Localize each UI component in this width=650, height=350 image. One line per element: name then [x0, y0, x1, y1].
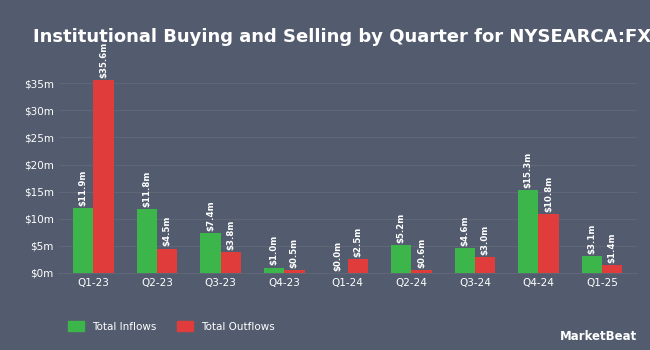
Bar — [475, 257, 495, 273]
Bar — [391, 245, 411, 273]
Bar — [582, 256, 602, 273]
Text: $11.9m: $11.9m — [79, 170, 88, 206]
Text: $1.0m: $1.0m — [270, 235, 278, 265]
Bar — [348, 259, 368, 273]
Text: $0.5m: $0.5m — [290, 238, 299, 268]
Text: $3.1m: $3.1m — [588, 224, 596, 254]
Bar — [518, 190, 538, 273]
Title: Institutional Buying and Selling by Quarter for NYSEARCA:FXE: Institutional Buying and Selling by Quar… — [32, 28, 650, 46]
Text: $0.6m: $0.6m — [417, 237, 426, 268]
Bar — [411, 270, 432, 273]
Text: $4.5m: $4.5m — [162, 216, 172, 246]
Bar — [284, 270, 304, 273]
Text: $10.8m: $10.8m — [544, 176, 553, 212]
Text: $3.8m: $3.8m — [226, 220, 235, 250]
Bar — [200, 233, 220, 273]
Text: $5.2m: $5.2m — [396, 212, 406, 243]
Bar — [157, 248, 177, 273]
Bar — [538, 215, 559, 273]
Bar — [602, 265, 623, 273]
Text: ℹ: ℹ — [567, 331, 572, 341]
Legend: Total Inflows, Total Outflows: Total Inflows, Total Outflows — [64, 317, 279, 336]
Text: $4.6m: $4.6m — [460, 215, 469, 246]
Text: $11.8m: $11.8m — [142, 170, 151, 207]
Bar — [220, 252, 241, 273]
Text: $35.6m: $35.6m — [99, 41, 108, 78]
Text: MarketBeat: MarketBeat — [560, 330, 637, 343]
Bar — [94, 80, 114, 273]
Text: $2.5m: $2.5m — [354, 227, 363, 257]
Text: $7.4m: $7.4m — [206, 200, 215, 231]
Bar — [136, 209, 157, 273]
Text: $1.4m: $1.4m — [608, 233, 617, 263]
Text: $3.0m: $3.0m — [480, 224, 489, 254]
Text: $15.3m: $15.3m — [524, 152, 533, 188]
Text: $0.0m: $0.0m — [333, 241, 342, 271]
Bar — [454, 248, 475, 273]
Bar — [73, 209, 94, 273]
Bar — [264, 268, 284, 273]
